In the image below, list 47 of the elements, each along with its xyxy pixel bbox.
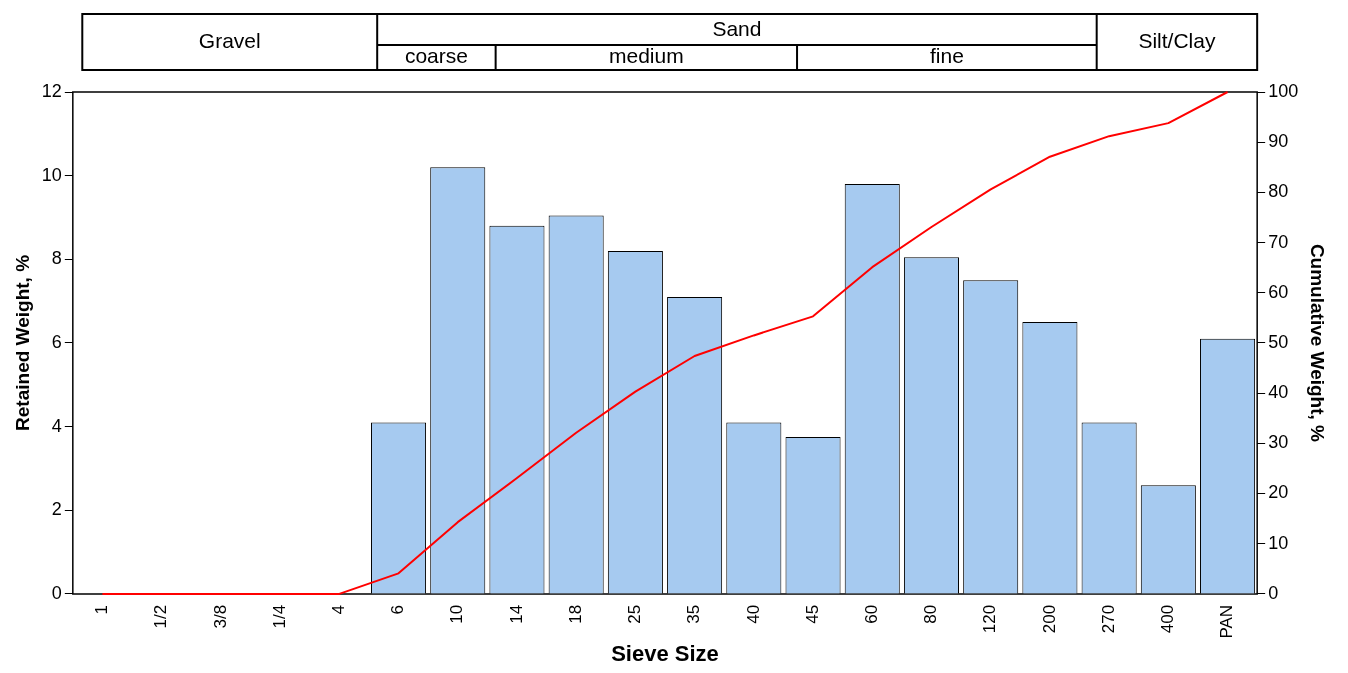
y2-tick-label: 10 — [1268, 532, 1289, 553]
y-tick-label: 6 — [51, 331, 62, 352]
text: medium — [608, 44, 684, 68]
y-tick-label: 4 — [51, 415, 62, 436]
x-tick-label: 1/2 — [151, 604, 171, 629]
x-tick-label: 35 — [684, 604, 704, 624]
y-tick-label: 8 — [51, 248, 62, 269]
y2-tick-label: 100 — [1268, 80, 1299, 101]
x-tick-label: 400 — [1158, 604, 1178, 634]
y-axis-title: Retained Weight, % — [11, 254, 33, 431]
y-tick-label: 2 — [51, 499, 62, 520]
text: coarse — [404, 44, 468, 68]
x-tick-label: 60 — [861, 604, 881, 624]
x-tick-label: 200 — [1039, 604, 1059, 634]
x-tick-label: 10 — [447, 604, 467, 624]
y2-tick-label: 50 — [1268, 331, 1289, 352]
y-tick-label: 10 — [41, 164, 62, 185]
y2-tick-label: 20 — [1268, 482, 1289, 503]
y-tick-label: 12 — [41, 80, 62, 101]
x-tick-label: 120 — [980, 604, 1000, 634]
y2-tick-label: 90 — [1268, 131, 1289, 152]
x-tick-label: PAN — [1217, 604, 1237, 639]
y-tick-label: 0 — [51, 582, 62, 603]
text: Silt/Clay — [1138, 28, 1216, 52]
y2-tick-label: 60 — [1268, 281, 1289, 302]
x-tick-label: 40 — [743, 604, 763, 624]
x-tick-label: 3/8 — [210, 604, 230, 629]
y2-tick-label: 70 — [1268, 231, 1289, 252]
x-axis-title: Sieve Size — [611, 640, 719, 666]
y2-tick-label: 40 — [1268, 382, 1289, 403]
text: Gravel — [198, 28, 261, 52]
x-tick-label: 4 — [328, 604, 348, 615]
x-tick-label: 25 — [625, 604, 645, 624]
y2-tick-label: 0 — [1268, 582, 1279, 603]
text: Sand — [712, 17, 762, 41]
x-tick-label: 6 — [388, 604, 408, 615]
x-tick-label: 45 — [802, 604, 822, 624]
x-tick-label: 14 — [506, 604, 526, 624]
x-tick-label: 1 — [92, 604, 112, 615]
text: fine — [929, 44, 964, 68]
x-tick-label: 18 — [565, 604, 585, 624]
x-tick-label: 270 — [1098, 604, 1118, 634]
y2-tick-label: 30 — [1268, 432, 1289, 453]
x-tick-label: 80 — [921, 604, 941, 624]
y2-axis-title: Cumulative Weight, % — [1307, 243, 1329, 443]
x-tick-label: 1/4 — [269, 604, 289, 629]
y2-tick-label: 80 — [1268, 181, 1289, 202]
